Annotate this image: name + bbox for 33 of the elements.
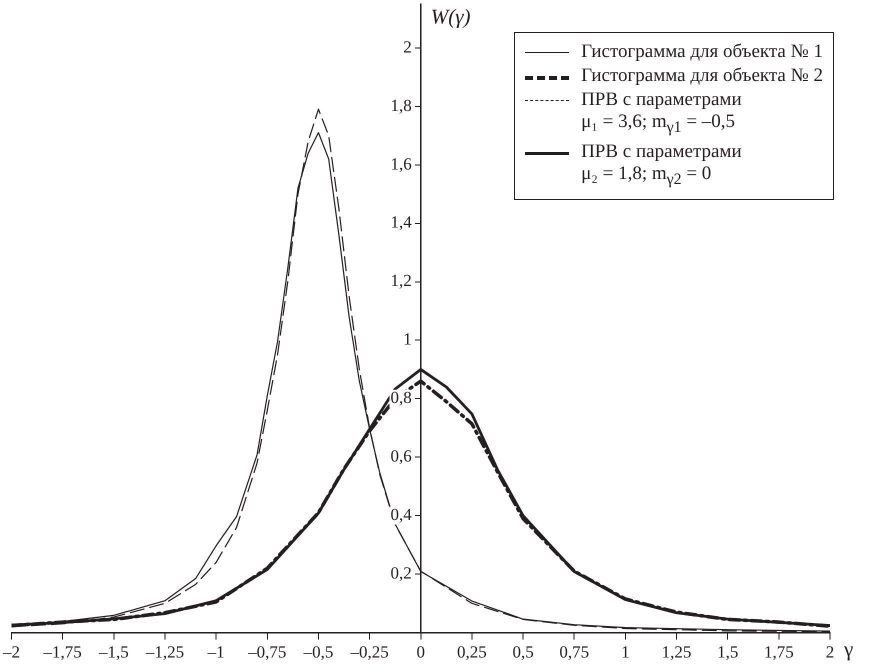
x-tick-label: 0 <box>416 642 425 662</box>
x-tick-label: 0,75 <box>559 642 590 662</box>
x-tick-label: –1,25 <box>144 642 184 662</box>
x-tick-label: –0,5 <box>302 642 334 662</box>
legend-label: Гистограмма для объекта № 2 <box>581 65 823 87</box>
y-tick-label: 1,4 <box>390 212 412 232</box>
x-tick-label: 2 <box>826 642 834 662</box>
y-tick-label: 0,4 <box>390 505 412 524</box>
x-tick-label: –1 <box>206 642 225 662</box>
legend-label: ПРВ с параметрами μ₂ = 1,8; m$_{γ2}$ = 0 <box>581 140 742 190</box>
y-tick-label: 0,6 <box>390 446 412 466</box>
x-tick-label: –1,75 <box>42 642 82 662</box>
x-tick-label: 0,5 <box>512 642 534 662</box>
x-tick-label: 0,25 <box>457 642 487 662</box>
x-tick-label: 1 <box>621 642 630 662</box>
x-tick-label: –0,25 <box>349 642 389 662</box>
y-axis-title: W(γ) <box>430 4 471 29</box>
x-tick-label: 1,25 <box>662 642 692 662</box>
x-tick-label: 1,75 <box>764 642 794 662</box>
x-tick-label: –0,75 <box>247 642 286 662</box>
y-tick-label: 1,2 <box>390 271 412 290</box>
y-tick-label: 1,6 <box>390 154 412 174</box>
x-tick-label: 1,5 <box>717 642 738 662</box>
y-tick-label: 0,2 <box>390 564 412 583</box>
legend-label: ПРВ с параметрами μ₁ = 3,6; m$_{γ1}$ = –0,5 <box>581 89 742 138</box>
x-axis-title: γ <box>843 637 854 662</box>
y-tick-label: 1 <box>403 330 412 349</box>
x-tick-label: –2 <box>2 642 20 662</box>
y-tick-label: 1,8 <box>390 96 412 115</box>
y-tick-label: 0,8 <box>390 388 412 408</box>
y-tick-label: 2 <box>403 37 412 56</box>
legend-label: Гистограмма для объекта № 1 <box>581 41 823 63</box>
x-tick-label: –1,5 <box>98 642 129 662</box>
